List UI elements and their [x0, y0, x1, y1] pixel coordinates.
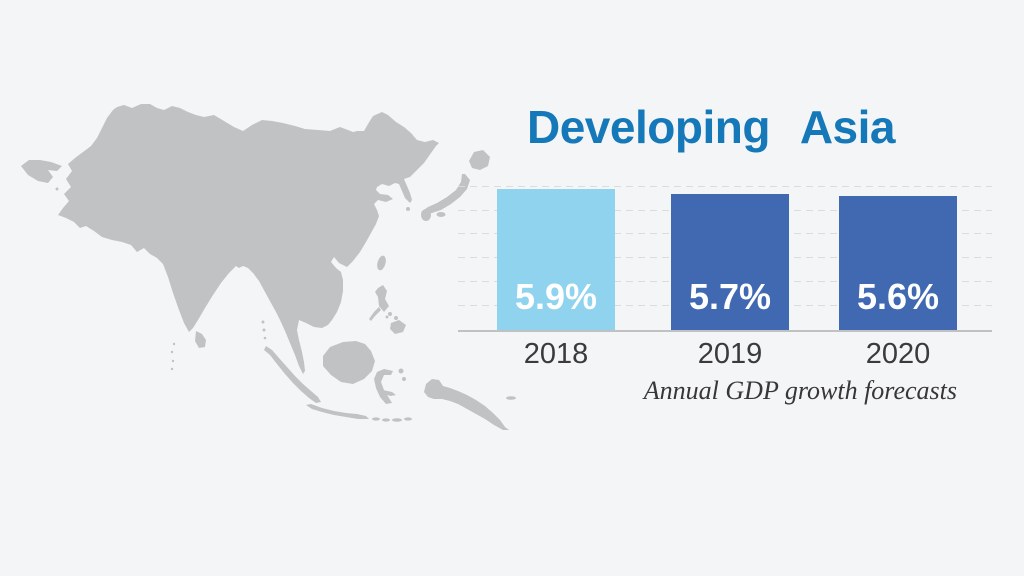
bar-2019: 5.7%: [671, 193, 789, 330]
chart-caption: Annual GDP growth forecasts: [643, 376, 957, 405]
bar-value-label: 5.7%: [688, 276, 772, 317]
japan-honshu-shape: [421, 174, 470, 215]
gridline: [458, 185, 992, 187]
bar-2018: 5.9%: [497, 189, 615, 330]
bar-value-label: 5.9%: [514, 276, 598, 317]
axis-label-2019: 2019: [697, 338, 763, 370]
bar-chart-plot: 5.9% 2018 5.7% 2019 5.6% 2020: [458, 166, 992, 370]
chart-title: Developing Asia: [527, 101, 895, 153]
asia-mainland-shape: [58, 104, 439, 374]
japan-hokkaido-shape: [469, 150, 490, 170]
axis-label-2020: 2020: [865, 338, 931, 370]
anatolia-shape: [21, 160, 62, 183]
bar-2020: 5.6%: [839, 196, 957, 330]
bar-value-label: 5.6%: [856, 276, 940, 317]
axis-label-2018: 2018: [523, 338, 589, 370]
